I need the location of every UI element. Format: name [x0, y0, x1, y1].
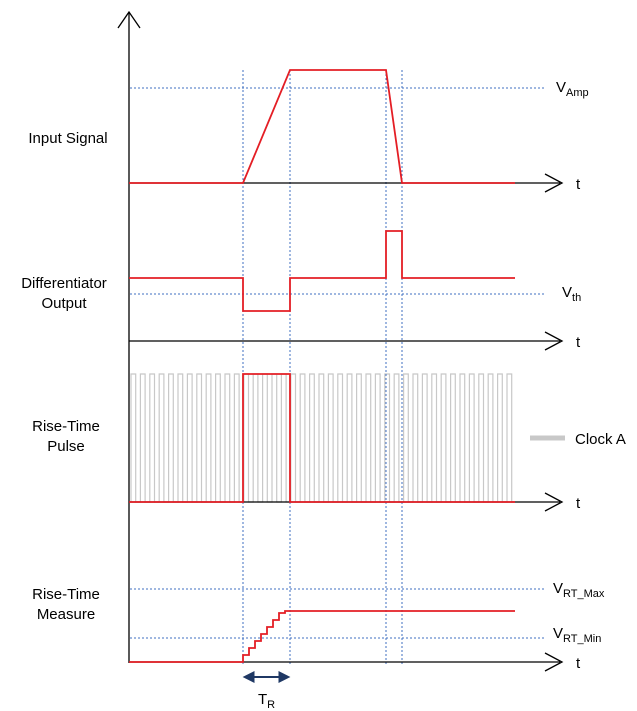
differentiator-output-waveform: [129, 230, 515, 312]
input-signal-waveform: [129, 69, 515, 184]
time-axis-differentiator-arrowhead: [544, 331, 564, 351]
level-lines: [130, 87, 545, 639]
v-rt-min-label: VRT_Min: [553, 625, 601, 645]
v-rt-max-label: VRT_Max: [553, 580, 605, 600]
signal-waveforms: [129, 69, 515, 663]
differentiator-label-line1: Differentiator: [21, 275, 107, 292]
rise-time-pulse-label-line2: Pulse: [47, 438, 85, 455]
time-axis-measure-arrowhead: [544, 652, 564, 672]
v-amp-label: VAmp: [556, 79, 589, 99]
rise-time-pulse-label-line1: Rise-Time: [32, 418, 100, 435]
axes: [117, 10, 564, 672]
clock-a-legend-label: Clock A: [575, 431, 626, 448]
time-axis-input-arrowhead: [544, 173, 564, 193]
clock-a-waveform: [130, 373, 515, 503]
v-th-label: Vth: [562, 284, 581, 304]
t-label-input: t: [576, 176, 581, 193]
vertical-axis-arrowhead: [117, 10, 141, 29]
t-label-measure: t: [576, 655, 581, 672]
clock-a-square-wave: [130, 373, 515, 503]
rise-time-measure-label-line2: Measure: [37, 606, 95, 623]
input-signal-label: Input Signal: [28, 130, 107, 147]
t-label-pulse: t: [576, 495, 581, 512]
time-guides: [242, 70, 403, 666]
tr-label: TR: [258, 691, 275, 711]
t-label-differentiator: t: [576, 334, 581, 351]
differentiator-label-line2: Output: [41, 295, 87, 312]
time-axis-pulse-arrowhead: [544, 492, 564, 512]
rise-time-measure-waveform: [129, 610, 515, 663]
rise-time-pulse-waveform: [129, 373, 515, 503]
rise-time-measure-label-line1: Rise-Time: [32, 586, 100, 603]
